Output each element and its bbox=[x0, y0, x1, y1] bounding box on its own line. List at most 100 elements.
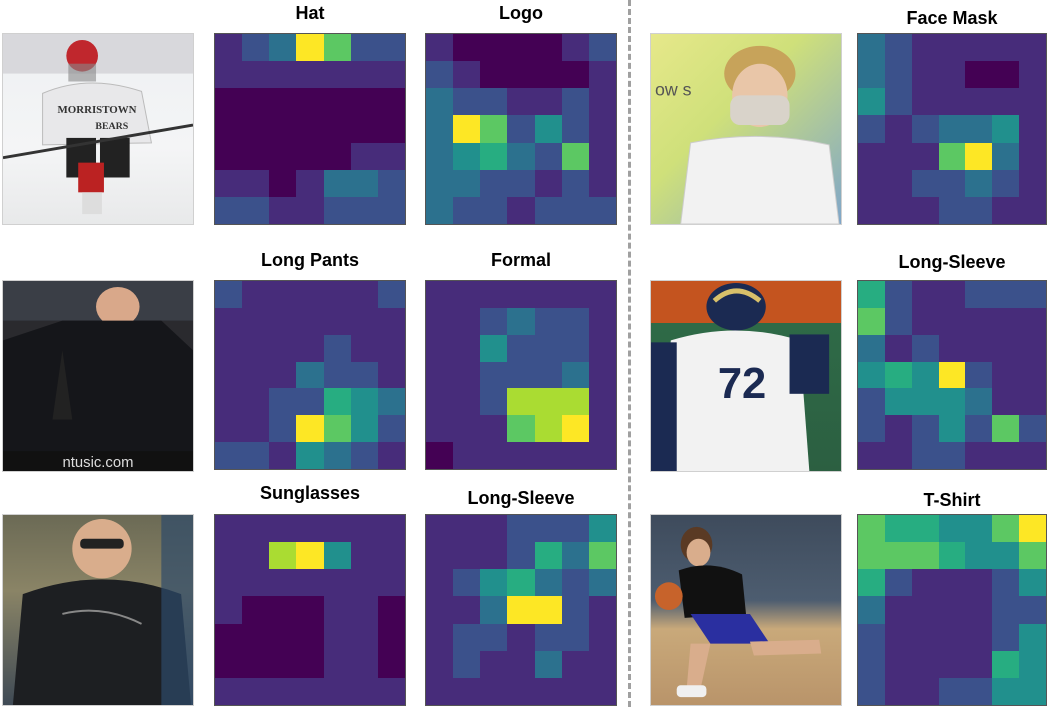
heatmap-cell bbox=[480, 415, 508, 443]
heatmap-cell bbox=[965, 88, 993, 116]
heatmap-cell bbox=[534, 61, 562, 89]
heatmap-cell bbox=[965, 415, 993, 443]
heatmap-cell bbox=[377, 61, 405, 89]
heatmap-cell bbox=[507, 334, 535, 362]
heatmap-cell bbox=[534, 196, 562, 224]
heatmap-cell bbox=[453, 677, 481, 705]
heatmap-cell bbox=[858, 542, 885, 570]
heatmap-cell bbox=[965, 623, 993, 651]
heatmap-cell bbox=[911, 361, 939, 389]
heatmap-cell bbox=[323, 650, 351, 678]
heatmap-cell bbox=[938, 677, 966, 705]
heatmap-cell bbox=[507, 677, 535, 705]
heatmap-cell bbox=[323, 596, 351, 624]
heatmap-cell bbox=[242, 142, 270, 170]
heatmap-cell bbox=[480, 334, 508, 362]
heatmap-cell bbox=[377, 388, 405, 416]
heatmap-cell bbox=[350, 623, 378, 651]
label-face-mask: Face Mask bbox=[906, 8, 998, 28]
heatmap-cell bbox=[884, 650, 912, 678]
heatmap-cell bbox=[377, 596, 405, 624]
heatmap-cell bbox=[884, 361, 912, 389]
heatmap-cell bbox=[911, 307, 939, 335]
heatmap-cell bbox=[884, 415, 912, 443]
heatmap-cell bbox=[323, 677, 351, 705]
heatmap-cell bbox=[242, 115, 270, 143]
heatmap-cell bbox=[215, 596, 243, 624]
heatmap-cell bbox=[242, 334, 270, 362]
heatmap-cell bbox=[507, 623, 535, 651]
heatmap-cell bbox=[858, 388, 885, 416]
heatmap-cell bbox=[242, 650, 270, 678]
heatmap-cell bbox=[377, 196, 405, 224]
heatmap-cell bbox=[296, 61, 324, 89]
heatmap-cell bbox=[350, 88, 378, 116]
label-t-shirt: T-Shirt bbox=[923, 490, 981, 510]
heatmap-cell bbox=[534, 34, 562, 62]
heatmap-long-sleeve-right bbox=[857, 280, 1047, 470]
heatmap-cell bbox=[350, 677, 378, 705]
column-divider bbox=[628, 0, 631, 707]
heatmap-cell bbox=[296, 307, 324, 335]
heatmap-cell bbox=[911, 281, 939, 308]
heatmap-cell bbox=[480, 169, 508, 197]
heatmap-cell bbox=[507, 650, 535, 678]
heatmap-cell bbox=[453, 361, 481, 389]
heatmap-cell bbox=[323, 515, 351, 543]
heatmap-cell bbox=[1019, 542, 1046, 570]
heatmap-cell bbox=[242, 88, 270, 116]
svg-text:ow s: ow s bbox=[655, 79, 692, 99]
heatmap-cell bbox=[377, 569, 405, 597]
heatmap-cell bbox=[269, 650, 297, 678]
heatmap-cell bbox=[269, 88, 297, 116]
heatmap-cell bbox=[296, 142, 324, 170]
heatmap-cell bbox=[911, 388, 939, 416]
heatmap-cell bbox=[323, 169, 351, 197]
heatmap-cell bbox=[992, 361, 1020, 389]
heatmap-cell bbox=[507, 596, 535, 624]
heatmap-cell bbox=[453, 650, 481, 678]
heatmap-cell bbox=[426, 196, 454, 224]
heatmap-cell bbox=[453, 196, 481, 224]
heatmap-cell bbox=[296, 569, 324, 597]
heatmap-cell bbox=[561, 677, 589, 705]
heatmap-cell bbox=[588, 142, 616, 170]
heatmap-cell bbox=[884, 442, 912, 469]
heatmap-cell bbox=[453, 623, 481, 651]
heatmap-cell bbox=[884, 569, 912, 597]
heatmap-cell bbox=[269, 142, 297, 170]
heatmap-cell bbox=[507, 388, 535, 416]
heatmap-cell bbox=[296, 596, 324, 624]
heatmap-cell bbox=[588, 307, 616, 335]
heatmap-cell bbox=[350, 115, 378, 143]
heatmap-cell bbox=[884, 281, 912, 308]
heatmap-cell bbox=[965, 281, 993, 308]
heatmap-cell bbox=[561, 515, 589, 543]
heatmap-cell bbox=[426, 569, 454, 597]
heatmap-cell bbox=[858, 569, 885, 597]
heatmap-cell bbox=[911, 88, 939, 116]
heatmap-cell bbox=[992, 115, 1020, 143]
heatmap-cell bbox=[965, 542, 993, 570]
heatmap-cell bbox=[561, 596, 589, 624]
heatmap-cell bbox=[480, 307, 508, 335]
heatmap-cell bbox=[507, 515, 535, 543]
heatmap-cell bbox=[323, 415, 351, 443]
heatmap-cell bbox=[507, 169, 535, 197]
heatmap-cell bbox=[992, 677, 1020, 705]
heatmap-cell bbox=[1019, 361, 1046, 389]
heatmap-cell bbox=[296, 415, 324, 443]
heatmap-cell bbox=[480, 542, 508, 570]
heatmap-cell bbox=[965, 61, 993, 89]
heatmap-cell bbox=[992, 542, 1020, 570]
heatmap-cell bbox=[507, 115, 535, 143]
heatmap-t-shirt bbox=[857, 514, 1047, 706]
heatmap-cell bbox=[561, 415, 589, 443]
heatmap-cell bbox=[296, 88, 324, 116]
heatmap-cell bbox=[992, 196, 1020, 224]
heatmap-cell bbox=[323, 542, 351, 570]
heatmap-cell bbox=[1019, 334, 1046, 362]
heatmap-cell bbox=[296, 361, 324, 389]
heatmap-cell bbox=[242, 542, 270, 570]
heatmap-cell bbox=[377, 334, 405, 362]
